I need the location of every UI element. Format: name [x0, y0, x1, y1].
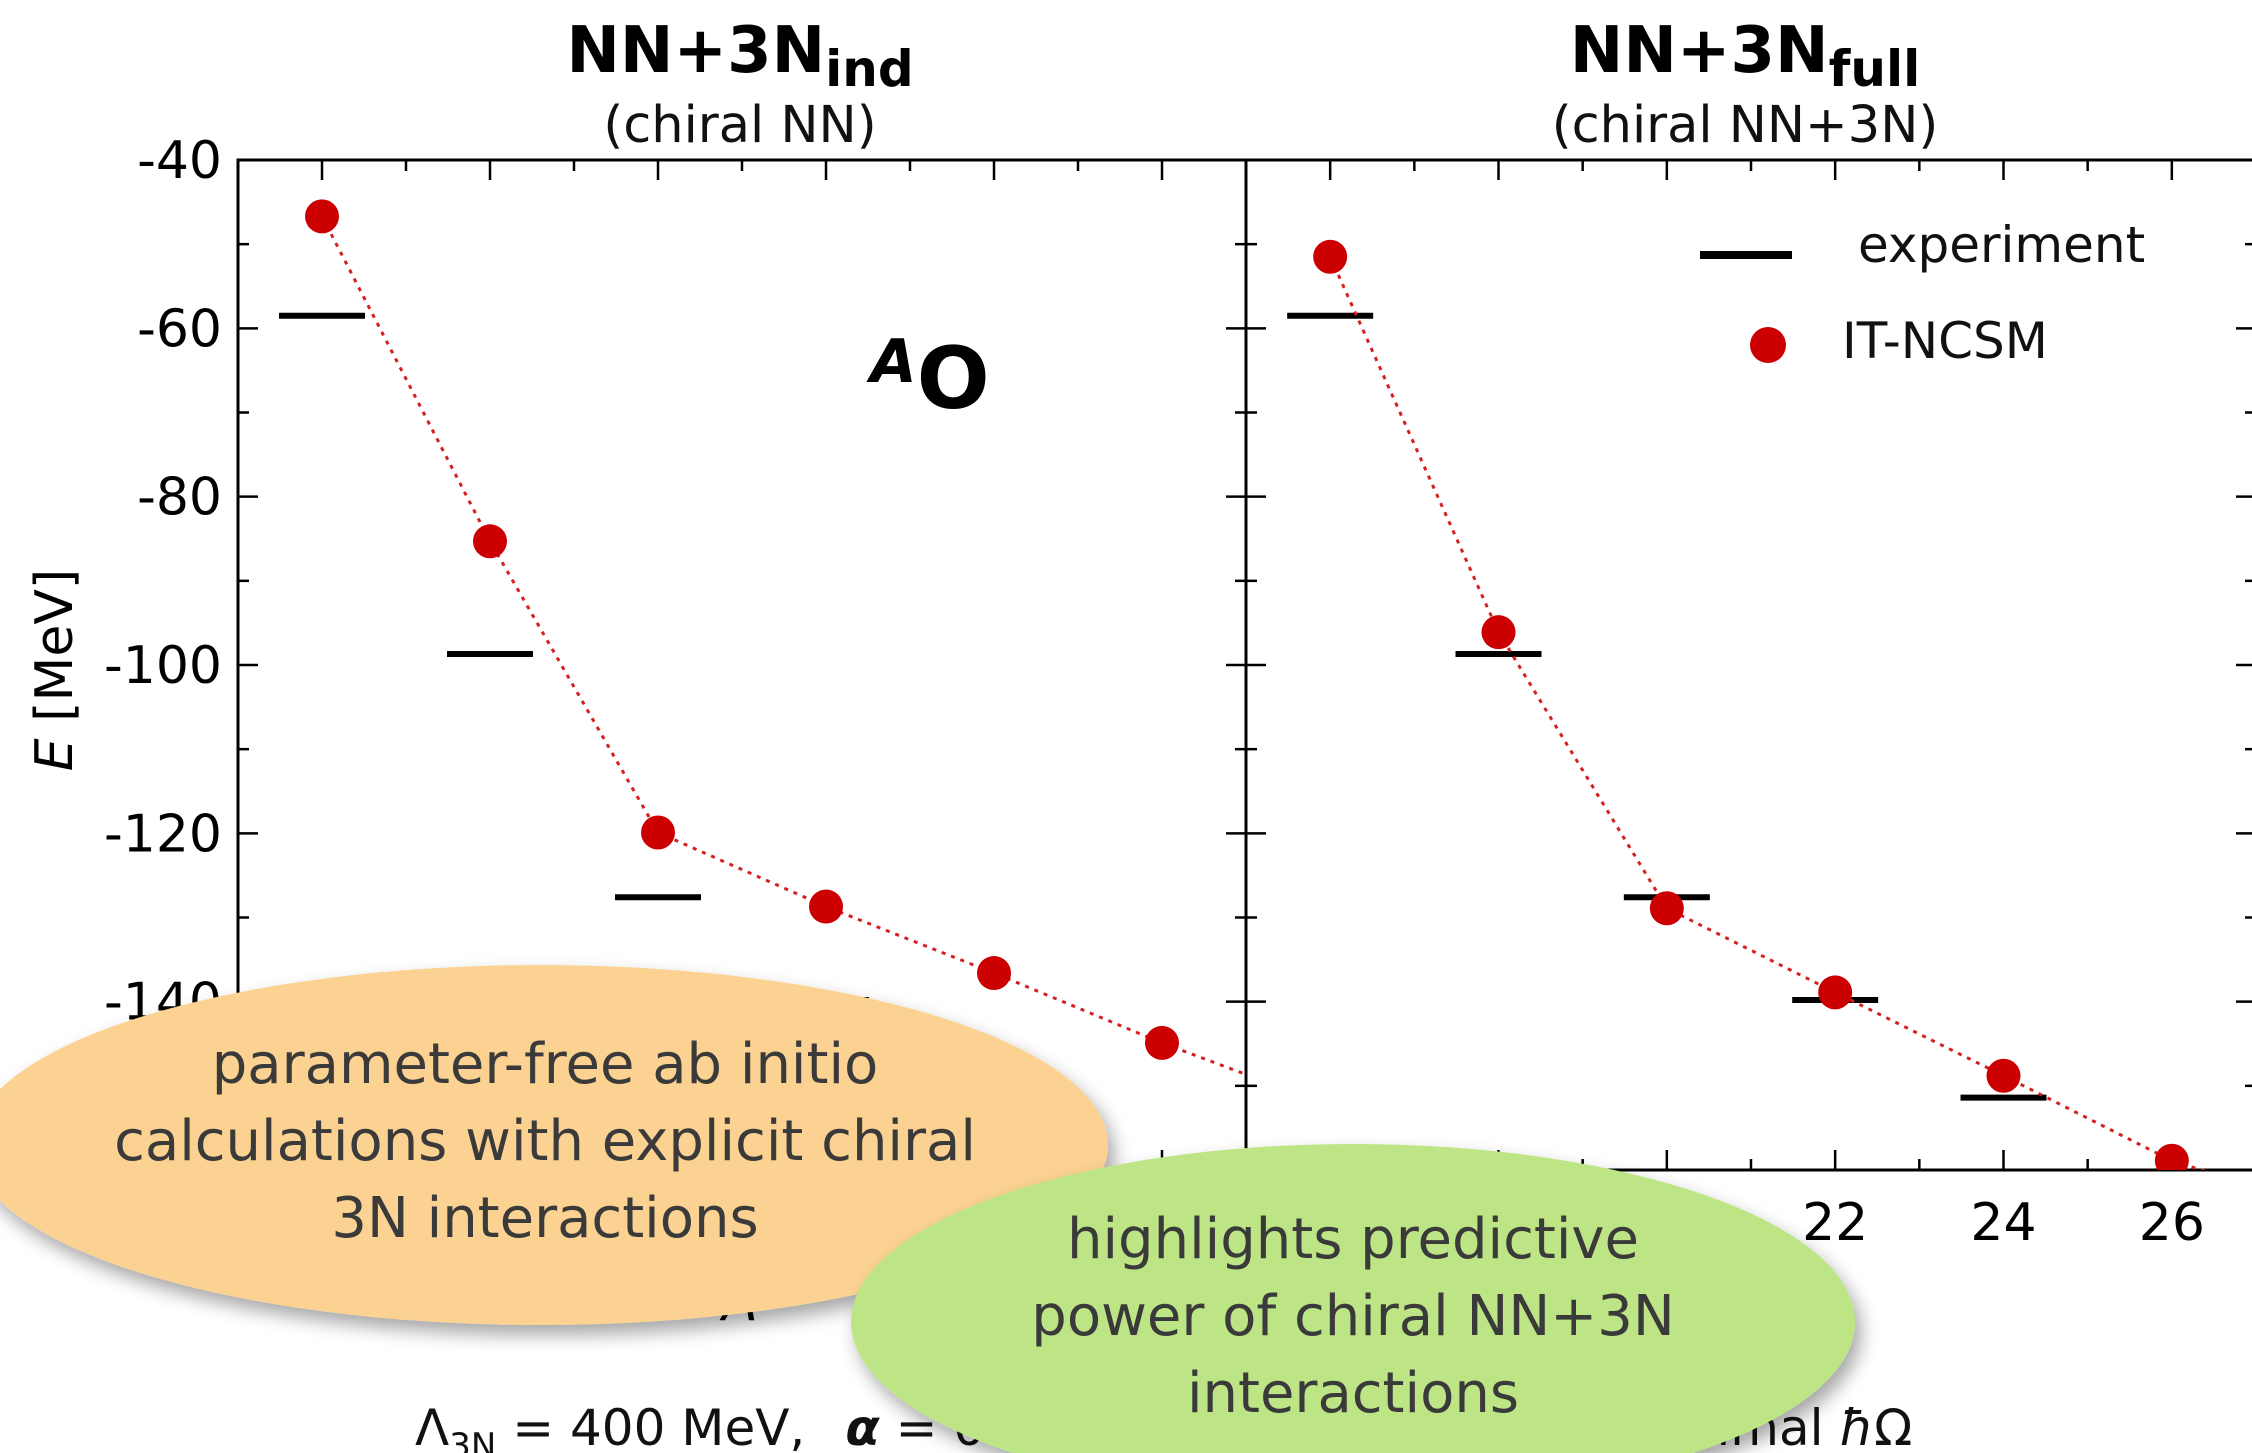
itncsm-point-L-24 — [977, 956, 1011, 991]
itncsm-point-R-18 — [1481, 615, 1516, 650]
green-bubble-line-1: highlights predictive — [1067, 1207, 1639, 1272]
green-bubble-line-2: power of chiral NN+3N — [1031, 1284, 1674, 1349]
x-tick-label-22: 22 — [1802, 1193, 1868, 1253]
y-axis-label: E [MeV] — [25, 569, 85, 771]
x-tick-label-24: 24 — [1970, 1193, 2036, 1253]
right-panel-title: NN+3Nfull — [1570, 14, 1920, 98]
y-tick-label--100: -100 — [104, 636, 222, 696]
itncsm-line-L — [320, 215, 1246, 1077]
left-panel-title: NN+3Nind — [566, 14, 913, 98]
right-plot-panel: 20222426 experiment IT-NCSM — [1244, 158, 2252, 1253]
legend-itncsm-symbol — [1750, 327, 1786, 363]
itncsm-point-L-20 — [641, 815, 675, 850]
itncsm-point-L-18 — [473, 524, 507, 559]
right-ticks — [1246, 158, 2252, 1172]
orange-bubble-line-1: parameter-free ab initio — [212, 1032, 879, 1097]
green-callout-bubble: highlights predictive power of chiral NN… — [851, 1144, 1855, 1453]
legend-experiment-label: experiment — [1858, 216, 2145, 274]
itncsm-point-L-30 — [1481, 1117, 1515, 1151]
itncsm-point-R-22 — [1818, 975, 1853, 1010]
itncsm-point-R-16 — [1313, 239, 1348, 274]
legend-itncsm-label: IT-NCSM — [1842, 312, 2048, 370]
nucleus-annotation: AO — [866, 327, 990, 429]
itncsm-point-R-20 — [1649, 891, 1684, 926]
green-bubble-shape — [851, 1144, 1855, 1453]
y-tick-label--80: -80 — [137, 468, 222, 528]
right-data-marks — [1287, 239, 2207, 1170]
itncsm-point-L-28 — [1313, 1089, 1347, 1123]
y-tick-label--40: -40 — [137, 131, 222, 191]
itncsm-line-R — [1328, 256, 2207, 1170]
orange-bubble-line-3: 3N interactions — [331, 1186, 758, 1251]
orange-bubble-shape — [0, 965, 1108, 1325]
orange-bubble-line-2: calculations with explicit chiral — [114, 1109, 976, 1174]
right-panel-subtitle: (chiral NN+3N) — [1552, 96, 1939, 155]
green-bubble-line-3: interactions — [1187, 1361, 1519, 1426]
itncsm-point-L-22 — [809, 889, 843, 924]
itncsm-point-R-26 — [2154, 1143, 2189, 1170]
legend: experiment IT-NCSM — [1700, 216, 2145, 370]
y-tick-label--120: -120 — [104, 804, 222, 864]
left-panel-subtitle: (chiral NN) — [603, 96, 876, 155]
itncsm-point-L-26 — [1145, 1025, 1179, 1060]
right-plot-frame — [1244, 158, 2252, 1172]
x-tick-label-26: 26 — [2139, 1193, 2205, 1253]
itncsm-point-R-24 — [1986, 1058, 2021, 1093]
y-tick-label--60: -60 — [137, 299, 222, 359]
orange-callout-bubble: parameter-free ab initio calculations wi… — [0, 965, 1108, 1325]
itncsm-point-L-16 — [305, 199, 339, 234]
